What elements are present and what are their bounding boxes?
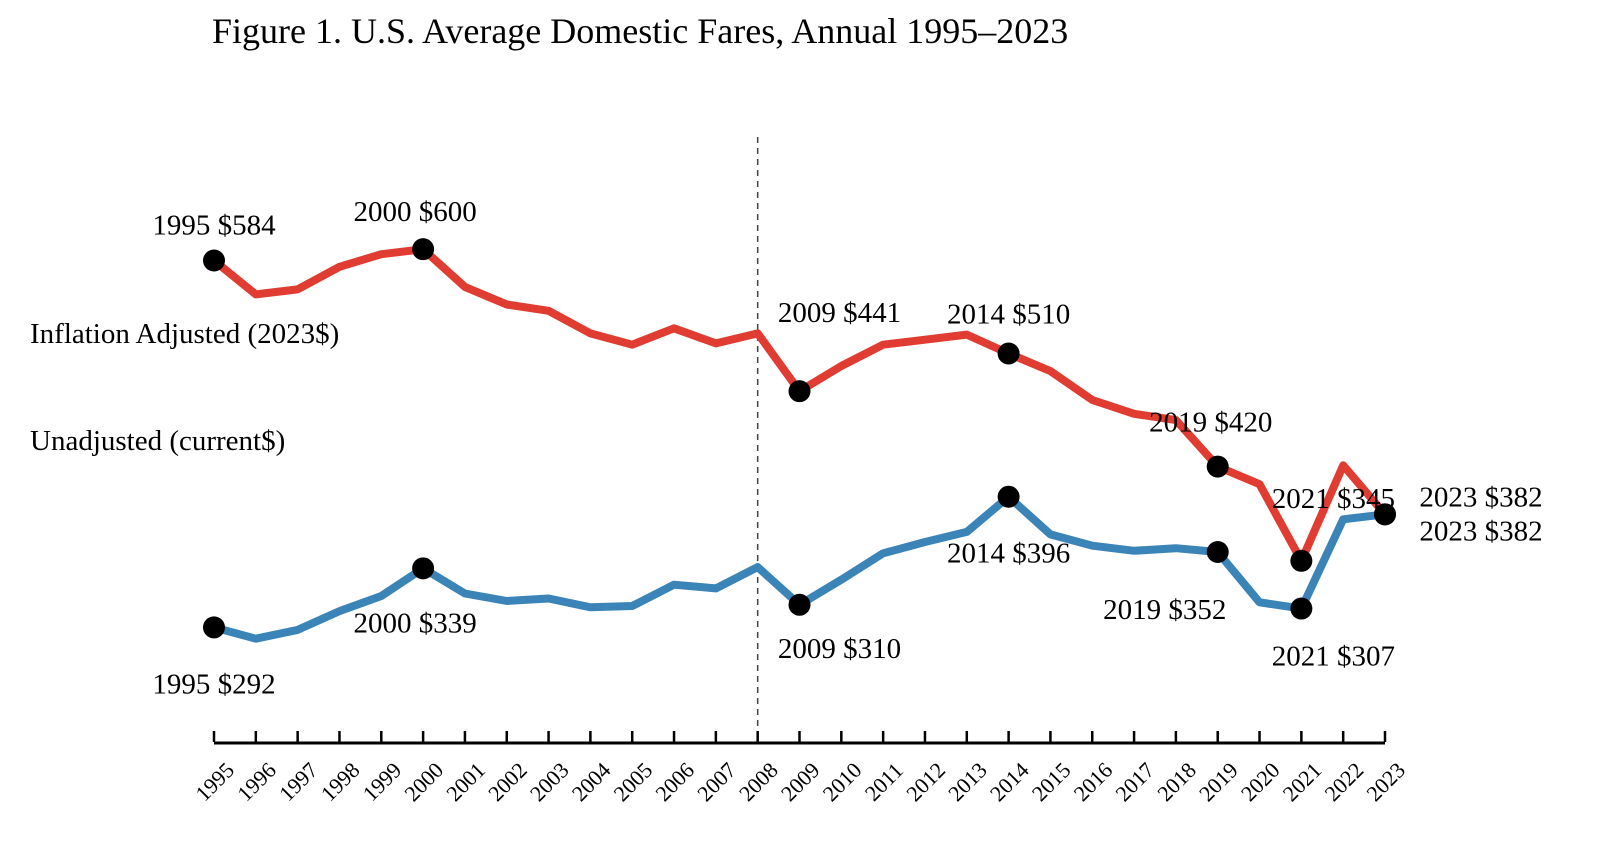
highlight-point — [1206, 541, 1229, 564]
highlight-point — [412, 557, 435, 580]
point-label: 2014 $396 — [947, 538, 1070, 570]
point-label: 1995 $584 — [152, 209, 276, 241]
x-tick-label: 2013 — [943, 757, 992, 806]
highlight-point — [997, 485, 1020, 508]
x-tick-label: 2023 — [1361, 757, 1410, 806]
x-tick-label: 1997 — [274, 757, 323, 806]
inflation-adjusted-series-label: Inflation Adjusted (2023$) — [30, 318, 339, 350]
highlight-point — [997, 342, 1020, 365]
x-tick-label: 2018 — [1152, 757, 1201, 806]
x-tick-label: 2022 — [1319, 757, 1368, 806]
x-tick-label: 2010 — [818, 757, 867, 806]
x-tick-label: 2004 — [567, 757, 616, 806]
point-label: 2014 $510 — [947, 298, 1070, 330]
x-tick-label: 1996 — [232, 757, 281, 806]
highlight-point — [412, 238, 435, 261]
highlight-points — [203, 238, 1396, 639]
point-label: 2021 $307 — [1272, 641, 1395, 673]
x-tick-label: 2012 — [901, 757, 950, 806]
point-label: 2009 $310 — [778, 633, 901, 665]
point-label: 2000 $600 — [353, 196, 476, 228]
x-tick-label: 2002 — [483, 757, 532, 806]
inflation-adjusted-line — [211, 245, 1389, 565]
x-tick-label: 2007 — [692, 757, 741, 806]
x-tick-label: 1998 — [316, 757, 365, 806]
x-tick-label: 2005 — [609, 757, 658, 806]
highlight-point — [203, 249, 225, 272]
unadjusted-series-label: Unadjusted (current$) — [30, 425, 285, 457]
highlight-point — [788, 380, 811, 403]
x-tick-label: 2019 — [1194, 757, 1243, 806]
point-label: 2023 $382 — [1419, 481, 1542, 513]
x-tick-label: 2011 — [860, 758, 908, 806]
x-axis: 1995199619971998199920002001200220032004… — [190, 731, 1410, 806]
point-labels: Inflation Adjusted (2023$) 1995 $584 2000 … — [30, 196, 1543, 700]
highlight-point — [1374, 503, 1396, 526]
x-tick-label: 2016 — [1069, 757, 1118, 806]
x-tick-label: 2006 — [650, 757, 699, 806]
x-tick-label: 2017 — [1110, 757, 1159, 806]
x-tick-label: 2000 — [399, 757, 448, 806]
x-tick-label: 2014 — [985, 757, 1034, 806]
x-tick-label: 2021 — [1278, 757, 1327, 806]
point-label: 2019 $420 — [1149, 407, 1272, 439]
point-label: 2019 $352 — [1103, 594, 1226, 626]
point-label: 2021 $345 — [1272, 483, 1395, 515]
point-label: 2023 $382 — [1419, 515, 1542, 547]
x-tick-label: 1995 — [190, 757, 239, 806]
x-tick-label: 2009 — [776, 757, 825, 806]
highlight-point — [1206, 455, 1229, 478]
highlight-point — [1290, 549, 1313, 572]
x-tick-label: 2008 — [734, 757, 783, 806]
point-label: 2009 $441 — [778, 297, 901, 329]
highlight-point — [203, 616, 225, 639]
x-tick-label: 2015 — [1027, 757, 1076, 806]
point-label: 1995 $292 — [152, 668, 275, 700]
highlight-point — [1290, 597, 1313, 620]
x-tick-label: 2020 — [1236, 757, 1285, 806]
chart-title: Figure 1. U.S. Average Domestic Fares, A… — [212, 11, 1069, 51]
highlight-point — [788, 593, 811, 616]
x-tick-label: 1999 — [358, 757, 407, 806]
x-tick-label: 2003 — [525, 757, 574, 806]
x-tick-label: 2001 — [441, 757, 490, 806]
point-label: 2000 $339 — [353, 607, 476, 639]
